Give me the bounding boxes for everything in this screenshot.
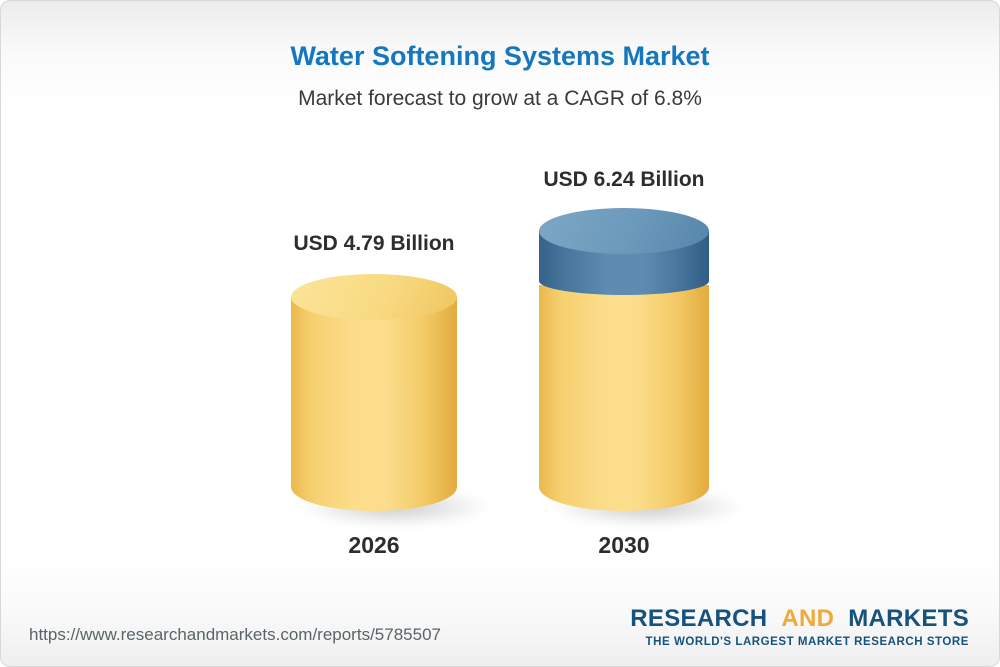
logo-word-markets: MARKETS: [848, 605, 969, 632]
brand-logo-wordmark: RESEARCH AND MARKETS: [630, 605, 969, 632]
logo-word-and: AND: [781, 605, 835, 632]
brand-tagline: THE WORLD'S LARGEST MARKET RESEARCH STOR…: [645, 636, 969, 649]
logo-word-research: RESEARCH: [630, 605, 768, 632]
bar-2030-top-ellipse: [539, 208, 709, 254]
bar-2026-body: [291, 297, 457, 511]
chart-subtitle: Market forecast to grow at a CAGR of 6.8…: [298, 87, 702, 110]
report-url: https://www.researchandmarkets.com/repor…: [29, 625, 441, 644]
value-label-2026: USD 4.79 Billion: [293, 232, 455, 255]
bar-2026-top-ellipse: [291, 274, 457, 320]
bar-2026-cylinder: [291, 274, 457, 511]
brand-logo: RESEARCH AND MARKETS THE WORLD'S LARGEST…: [630, 605, 969, 649]
bar-2030-cylinder: [539, 208, 709, 511]
bar-2030-base-segment: [539, 285, 709, 511]
chart-title: Water Softening Systems Market: [290, 41, 710, 71]
axis-label-2030: 2030: [598, 532, 650, 558]
value-label-2030: USD 6.24 Billion: [543, 168, 705, 191]
axis-label-2026: 2026: [348, 532, 400, 558]
